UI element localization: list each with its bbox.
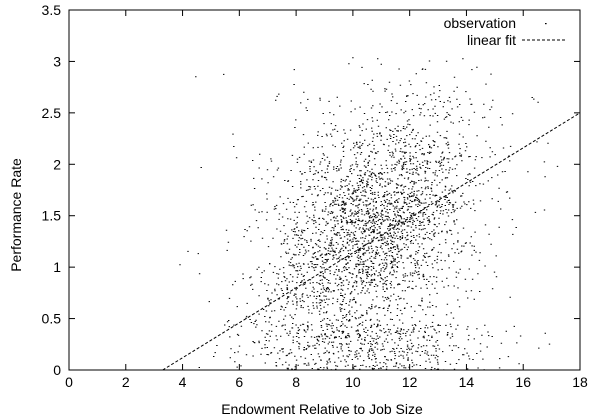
- observation-points: [179, 57, 559, 371]
- y-tick-label: 3: [53, 53, 61, 69]
- y-axis-ticks: 0 0.5 1 1.5 2 2.5 3 3.5: [42, 2, 580, 378]
- y-tick-label: 0.5: [42, 311, 62, 327]
- legend-label-observation: observation: [444, 15, 516, 31]
- legend: observation linear fit: [444, 15, 566, 48]
- x-tick-label: 8: [292, 374, 300, 390]
- plot-frame: [68, 9, 581, 371]
- x-axis-title: Endowment Relative to Job Size: [221, 401, 423, 417]
- x-tick-label: 16: [515, 374, 531, 390]
- y-axis-title: Performance Rate: [8, 158, 24, 272]
- x-tick-label: 14: [459, 374, 475, 390]
- x-tick-label: 0: [65, 374, 73, 390]
- y-tick-label: 2.5: [42, 105, 62, 121]
- x-axis-ticks: 0 2 4 6 8 10 12 14 16 18: [65, 10, 588, 390]
- y-tick-label: 1.5: [42, 208, 62, 224]
- x-tick-label: 18: [572, 374, 588, 390]
- linear-fit-line: [162, 112, 581, 371]
- y-tick-label: 0: [53, 362, 61, 378]
- x-tick-label: 12: [402, 374, 418, 390]
- y-tick-label: 3.5: [42, 2, 62, 18]
- y-tick-label: 2: [53, 156, 61, 172]
- y-tick-label: 1: [53, 259, 61, 275]
- x-tick-label: 2: [122, 374, 130, 390]
- x-tick-label: 10: [345, 374, 361, 390]
- x-tick-label: 6: [235, 374, 243, 390]
- observation-point-cloud: [179, 57, 559, 371]
- legend-label-linear-fit: linear fit: [467, 32, 516, 48]
- legend-marker-observation: [545, 23, 547, 25]
- x-tick-label: 4: [179, 374, 187, 390]
